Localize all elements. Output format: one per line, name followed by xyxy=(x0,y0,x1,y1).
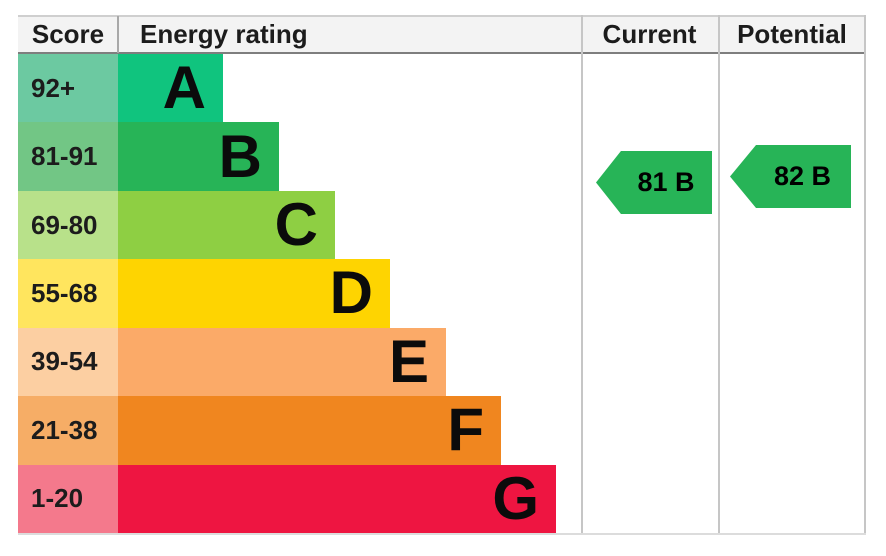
header-potential: Potential xyxy=(737,19,847,49)
band-letter: B xyxy=(218,122,262,190)
table-bottom-border xyxy=(18,533,866,535)
band-bar-g: G xyxy=(118,464,556,533)
score-range-a: 92+ xyxy=(18,54,118,123)
score-range-e: 39-54 xyxy=(18,327,118,397)
score-range-label: 55-68 xyxy=(31,277,98,308)
score-range-c: 69-80 xyxy=(18,190,118,260)
band-row-f: 21-38 F xyxy=(18,396,866,465)
band-letter: F xyxy=(447,396,484,464)
score-range-label: 1-20 xyxy=(31,483,84,514)
band-rows: 92+ A 81-91 B 69-80 C 55-68 xyxy=(18,54,866,533)
band-bar-d: D xyxy=(118,259,390,328)
band-bar-c: C xyxy=(118,190,335,260)
score-range-label: 21-38 xyxy=(31,414,98,445)
band-letter: E xyxy=(388,327,429,395)
band-row-b: 81-91 B xyxy=(18,122,866,191)
score-range-d: 55-68 xyxy=(18,259,118,328)
band-letter: A xyxy=(162,54,206,122)
current-rating-arrow: 81 B xyxy=(596,151,712,214)
band-row-a: 92+ A xyxy=(18,54,866,123)
band-row-c: 69-80 C xyxy=(18,190,866,260)
divider-rating-current xyxy=(581,15,583,535)
table-top-border xyxy=(18,15,866,17)
score-range-label: 39-54 xyxy=(31,346,98,377)
table-right-border xyxy=(864,15,866,535)
band-row-d: 55-68 D xyxy=(18,259,866,328)
band-bar-b: B xyxy=(118,122,279,191)
band-letter: C xyxy=(274,191,318,259)
score-range-f: 21-38 xyxy=(18,396,118,465)
score-range-label: 69-80 xyxy=(31,209,98,240)
score-range-g: 1-20 xyxy=(18,464,118,533)
header-score-divider xyxy=(117,16,119,53)
score-range-b: 81-91 xyxy=(18,122,118,191)
header-score: Score xyxy=(31,19,105,49)
header-current: Current xyxy=(602,19,697,49)
divider-current-potential xyxy=(718,15,720,535)
table-header-row: Score Energy rating Current Potential xyxy=(18,17,866,52)
header-underline xyxy=(18,52,866,54)
band-letter: G xyxy=(492,464,539,532)
band-letter: D xyxy=(329,259,373,327)
potential-rating-label: 82 B xyxy=(773,161,832,191)
score-range-label: 81-91 xyxy=(31,141,98,172)
score-range-label: 92+ xyxy=(31,72,76,103)
band-bar-f: F xyxy=(118,396,501,465)
band-bar-e: E xyxy=(118,327,446,397)
potential-rating-arrow: 82 B xyxy=(730,145,851,208)
band-bar-a: A xyxy=(118,54,223,123)
band-row-e: 39-54 E xyxy=(18,327,866,397)
current-rating-label: 81 B xyxy=(637,167,695,197)
band-row-g: 1-20 G xyxy=(18,464,866,533)
header-energy-rating: Energy rating xyxy=(140,19,308,49)
